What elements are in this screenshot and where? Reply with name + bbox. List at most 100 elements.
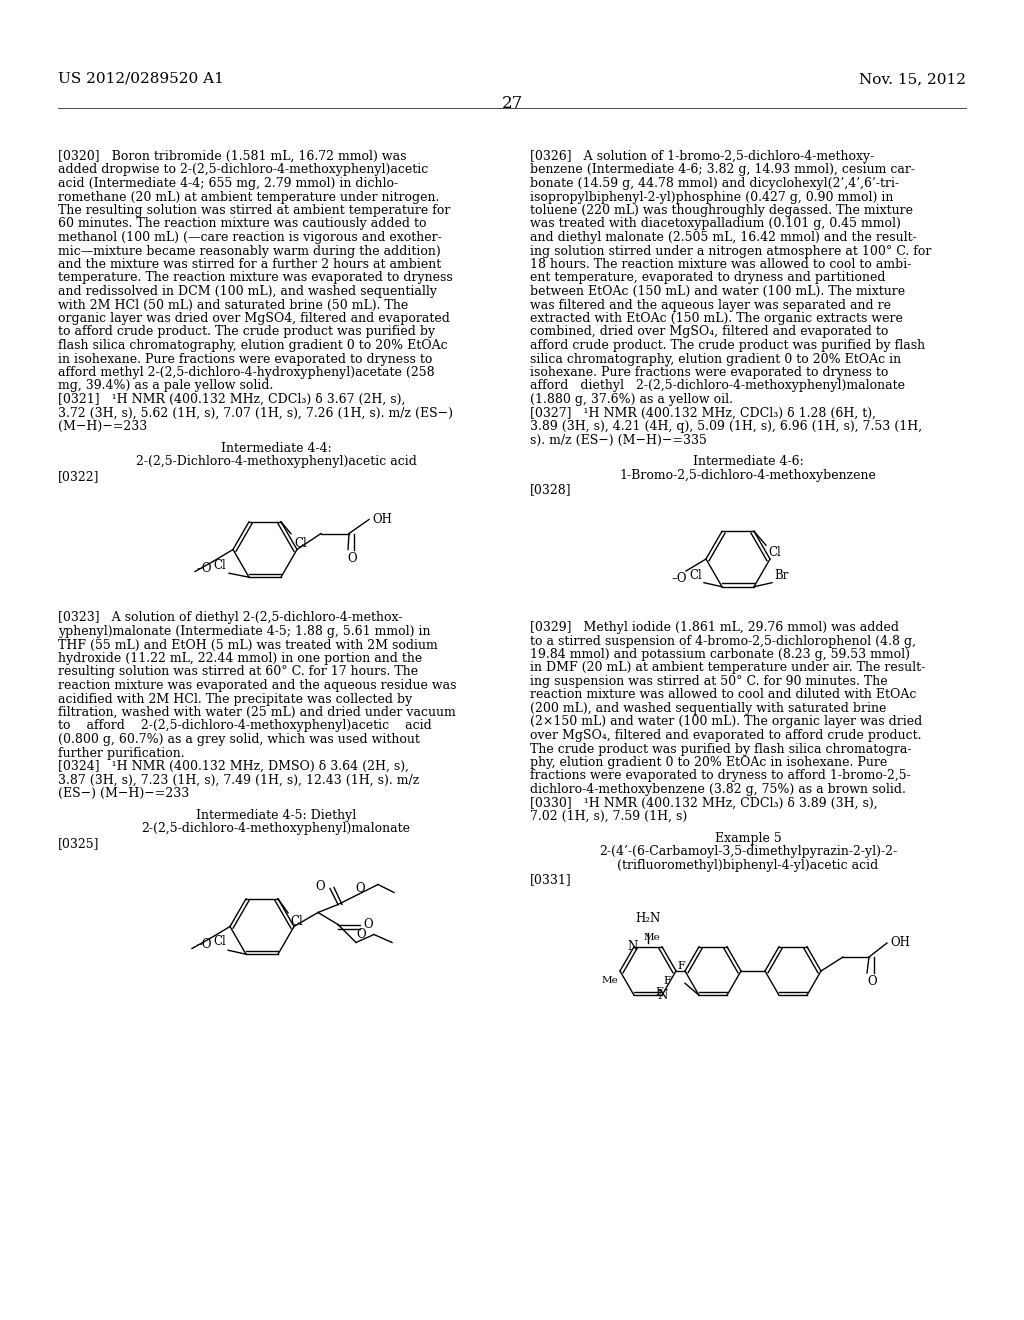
Text: Cl: Cl — [768, 546, 780, 560]
Text: added dropwise to 2-(2,5-dichloro-4-methoxyphenyl)acetic: added dropwise to 2-(2,5-dichloro-4-meth… — [58, 164, 428, 177]
Text: 2-(2,5-dichloro-4-methoxyphenyl)malonate: 2-(2,5-dichloro-4-methoxyphenyl)malonate — [141, 822, 411, 836]
Text: to afford crude product. The crude product was purified by: to afford crude product. The crude produ… — [58, 326, 435, 338]
Text: 1-Bromo-2,5-dichloro-4-methoxybenzene: 1-Bromo-2,5-dichloro-4-methoxybenzene — [620, 469, 877, 482]
Text: acid (Intermediate 4-4; 655 mg, 2.79 mmol) in dichlo-: acid (Intermediate 4-4; 655 mg, 2.79 mmo… — [58, 177, 398, 190]
Text: 2-(4’-(6-Carbamoyl-3,5-dimethylpyrazin-2-yl)-2-: 2-(4’-(6-Carbamoyl-3,5-dimethylpyrazin-2… — [599, 845, 897, 858]
Text: was filtered and the aqueous layer was separated and re: was filtered and the aqueous layer was s… — [530, 298, 891, 312]
Text: 2-(2,5-Dichloro-4-methoxyphenyl)acetic acid: 2-(2,5-Dichloro-4-methoxyphenyl)acetic a… — [135, 455, 417, 469]
Text: 18 hours. The reaction mixture was allowed to cool to ambi-: 18 hours. The reaction mixture was allow… — [530, 257, 911, 271]
Text: further purification.: further purification. — [58, 747, 184, 759]
Text: acidified with 2M HCl. The precipitate was collected by: acidified with 2M HCl. The precipitate w… — [58, 693, 413, 705]
Text: F: F — [655, 987, 663, 997]
Text: Cl: Cl — [294, 537, 307, 550]
Text: resulting solution was stirred at 60° C. for 17 hours. The: resulting solution was stirred at 60° C.… — [58, 665, 418, 678]
Text: mg, 39.4%) as a pale yellow solid.: mg, 39.4%) as a pale yellow solid. — [58, 380, 273, 392]
Text: benzene (Intermediate 4-6; 3.82 g, 14.93 mmol), cesium car-: benzene (Intermediate 4-6; 3.82 g, 14.93… — [530, 164, 915, 177]
Text: filtration, washed with water (25 mL) and dried under vacuum: filtration, washed with water (25 mL) an… — [58, 706, 456, 719]
Text: Me: Me — [643, 933, 660, 941]
Text: Cl: Cl — [689, 569, 702, 582]
Text: [0329]   Methyl iodide (1.861 mL, 29.76 mmol) was added: [0329] Methyl iodide (1.861 mL, 29.76 mm… — [530, 620, 899, 634]
Text: (trifluoromethyl)biphenyl-4-yl)acetic acid: (trifluoromethyl)biphenyl-4-yl)acetic ac… — [617, 858, 879, 871]
Text: –O: –O — [197, 939, 212, 952]
Text: The crude product was purified by flash silica chromatogra-: The crude product was purified by flash … — [530, 742, 911, 755]
Text: Intermediate 4-6:: Intermediate 4-6: — [692, 455, 804, 469]
Text: with 2M HCl (50 mL) and saturated brine (50 mL). The: with 2M HCl (50 mL) and saturated brine … — [58, 298, 409, 312]
Text: Cl: Cl — [290, 915, 303, 928]
Text: Br: Br — [774, 569, 788, 582]
Text: O: O — [315, 880, 325, 894]
Text: to    afford    2-(2,5-dichloro-4-methoxyphenyl)acetic    acid: to afford 2-(2,5-dichloro-4-methoxypheny… — [58, 719, 432, 733]
Text: temperature. The reaction mixture was evaporated to dryness: temperature. The reaction mixture was ev… — [58, 272, 453, 285]
Text: isopropylbiphenyl-2-yl)phosphine (0.427 g, 0.90 mmol) in: isopropylbiphenyl-2-yl)phosphine (0.427 … — [530, 190, 893, 203]
Text: Example 5: Example 5 — [715, 832, 781, 845]
Text: [0325]: [0325] — [58, 837, 99, 850]
Text: Intermediate 4-5: Diethyl: Intermediate 4-5: Diethyl — [196, 809, 356, 821]
Text: Intermediate 4-4:: Intermediate 4-4: — [220, 442, 332, 454]
Text: toluene (220 mL) was thoughroughly degassed. The mixture: toluene (220 mL) was thoughroughly degas… — [530, 205, 913, 216]
Text: extracted with EtOAc (150 mL). The organic extracts were: extracted with EtOAc (150 mL). The organ… — [530, 312, 903, 325]
Text: [0323]   A solution of diethyl 2-(2,5-dichloro-4-methox-: [0323] A solution of diethyl 2-(2,5-dich… — [58, 611, 402, 624]
Text: Cl: Cl — [213, 560, 226, 572]
Text: N: N — [657, 989, 668, 1002]
Text: 3.72 (3H, s), 5.62 (1H, s), 7.07 (1H, s), 7.26 (1H, s). m/z (ES−): 3.72 (3H, s), 5.62 (1H, s), 7.07 (1H, s)… — [58, 407, 453, 420]
Text: 3.89 (3H, s), 4.21 (4H, q), 5.09 (1H, s), 6.96 (1H, s), 7.53 (1H,: 3.89 (3H, s), 4.21 (4H, q), 5.09 (1H, s)… — [530, 420, 923, 433]
Text: phy, elution gradient 0 to 20% EtOAc in isohexane. Pure: phy, elution gradient 0 to 20% EtOAc in … — [530, 756, 887, 770]
Text: O: O — [355, 882, 365, 895]
Text: O: O — [356, 928, 366, 941]
Text: fractions were evaporated to dryness to afford 1-bromo-2,5-: fractions were evaporated to dryness to … — [530, 770, 910, 783]
Text: [0322]: [0322] — [58, 470, 99, 483]
Text: flash silica chromatography, elution gradient 0 to 20% EtOAc: flash silica chromatography, elution gra… — [58, 339, 447, 352]
Text: and redissolved in DCM (100 mL), and washed sequentially: and redissolved in DCM (100 mL), and was… — [58, 285, 437, 298]
Text: N: N — [628, 940, 638, 953]
Text: [0330]   ¹H NMR (400.132 MHz, CDCl₃) δ 3.89 (3H, s),: [0330] ¹H NMR (400.132 MHz, CDCl₃) δ 3.8… — [530, 796, 878, 809]
Text: H₂N: H₂N — [635, 912, 660, 925]
Text: s). m/z (ES−) (M−H)−=335: s). m/z (ES−) (M−H)−=335 — [530, 433, 707, 446]
Text: silica chromatography, elution gradient 0 to 20% EtOAc in: silica chromatography, elution gradient … — [530, 352, 901, 366]
Text: in DMF (20 mL) at ambient temperature under air. The result-: in DMF (20 mL) at ambient temperature un… — [530, 661, 926, 675]
Text: [0324]   ¹H NMR (400.132 MHz, DMSO) δ 3.64 (2H, s),: [0324] ¹H NMR (400.132 MHz, DMSO) δ 3.64… — [58, 760, 409, 774]
Text: ing solution stirred under a nitrogen atmosphere at 100° C. for: ing solution stirred under a nitrogen at… — [530, 244, 932, 257]
Text: afford methyl 2-(2,5-dichloro-4-hydroxyphenyl)acetate (258: afford methyl 2-(2,5-dichloro-4-hydroxyp… — [58, 366, 434, 379]
Text: O: O — [867, 975, 877, 987]
Text: (ES−) (M−H)−=233: (ES−) (M−H)−=233 — [58, 787, 189, 800]
Text: The resulting solution was stirred at ambient temperature for: The resulting solution was stirred at am… — [58, 205, 451, 216]
Text: ing suspension was stirred at 50° C. for 90 minutes. The: ing suspension was stirred at 50° C. for… — [530, 675, 888, 688]
Text: romethane (20 mL) at ambient temperature under nitrogen.: romethane (20 mL) at ambient temperature… — [58, 190, 439, 203]
Text: 27: 27 — [502, 95, 522, 112]
Text: combined, dried over MgSO₄, filtered and evaporated to: combined, dried over MgSO₄, filtered and… — [530, 326, 889, 338]
Text: F: F — [677, 961, 685, 972]
Text: O: O — [347, 553, 356, 565]
Text: [0331]: [0331] — [530, 874, 571, 887]
Text: (M−H)−=233: (M−H)−=233 — [58, 420, 147, 433]
Text: F: F — [664, 977, 671, 986]
Text: hydroxide (11.22 mL, 22.44 mmol) in one portion and the: hydroxide (11.22 mL, 22.44 mmol) in one … — [58, 652, 422, 665]
Text: mic—mixture became reasonably warm during the addition): mic—mixture became reasonably warm durin… — [58, 244, 440, 257]
Text: yphenyl)malonate (Intermediate 4-5; 1.88 g, 5.61 mmol) in: yphenyl)malonate (Intermediate 4-5; 1.88… — [58, 624, 430, 638]
Text: OH: OH — [890, 936, 910, 949]
Text: [0327]   ¹H NMR (400.132 MHz, CDCl₃) δ 1.28 (6H, t),: [0327] ¹H NMR (400.132 MHz, CDCl₃) δ 1.2… — [530, 407, 876, 420]
Text: (200 mL), and washed sequentially with saturated brine: (200 mL), and washed sequentially with s… — [530, 702, 887, 715]
Text: methanol (100 mL) (—care reaction is vigorous and exother-: methanol (100 mL) (—care reaction is vig… — [58, 231, 441, 244]
Text: 19.84 mmol) and potassium carbonate (8.23 g, 59.53 mmol): 19.84 mmol) and potassium carbonate (8.2… — [530, 648, 910, 661]
Text: in isohexane. Pure fractions were evaporated to dryness to: in isohexane. Pure fractions were evapor… — [58, 352, 432, 366]
Text: OH: OH — [372, 513, 392, 525]
Text: afford   diethyl   2-(2,5-dichloro-4-methoxyphenyl)malonate: afford diethyl 2-(2,5-dichloro-4-methoxy… — [530, 380, 905, 392]
Text: afford crude product. The crude product was purified by flash: afford crude product. The crude product … — [530, 339, 925, 352]
Text: [0326]   A solution of 1-bromo-2,5-dichloro-4-methoxy-: [0326] A solution of 1-bromo-2,5-dichlor… — [530, 150, 874, 162]
Text: Nov. 15, 2012: Nov. 15, 2012 — [859, 73, 966, 86]
Text: US 2012/0289520 A1: US 2012/0289520 A1 — [58, 73, 224, 86]
Text: (0.800 g, 60.7%) as a grey solid, which was used without: (0.800 g, 60.7%) as a grey solid, which … — [58, 733, 420, 746]
Text: 60 minutes. The reaction mixture was cautiously added to: 60 minutes. The reaction mixture was cau… — [58, 218, 427, 231]
Text: to a stirred suspension of 4-bromo-2,5-dichlorophenol (4.8 g,: to a stirred suspension of 4-bromo-2,5-d… — [530, 635, 916, 648]
Text: –O: –O — [672, 572, 687, 585]
Text: Me: Me — [601, 975, 618, 985]
Text: 7.02 (1H, s), 7.59 (1H, s): 7.02 (1H, s), 7.59 (1H, s) — [530, 810, 687, 822]
Text: and the mixture was stirred for a further 2 hours at ambient: and the mixture was stirred for a furthe… — [58, 257, 441, 271]
Text: bonate (14.59 g, 44.78 mmol) and dicyclohexyl(2’,4’,6’-tri-: bonate (14.59 g, 44.78 mmol) and dicyclo… — [530, 177, 899, 190]
Text: Cl: Cl — [213, 935, 226, 948]
Text: (1.880 g, 37.6%) as a yellow oil.: (1.880 g, 37.6%) as a yellow oil. — [530, 393, 733, 407]
Text: [0320]   Boron tribromide (1.581 mL, 16.72 mmol) was: [0320] Boron tribromide (1.581 mL, 16.72… — [58, 150, 407, 162]
Text: and diethyl malonate (2.505 mL, 16.42 mmol) and the result-: and diethyl malonate (2.505 mL, 16.42 mm… — [530, 231, 916, 244]
Text: over MgSO₄, filtered and evaporated to afford crude product.: over MgSO₄, filtered and evaporated to a… — [530, 729, 922, 742]
Text: between EtOAc (150 mL) and water (100 mL). The mixture: between EtOAc (150 mL) and water (100 mL… — [530, 285, 905, 298]
